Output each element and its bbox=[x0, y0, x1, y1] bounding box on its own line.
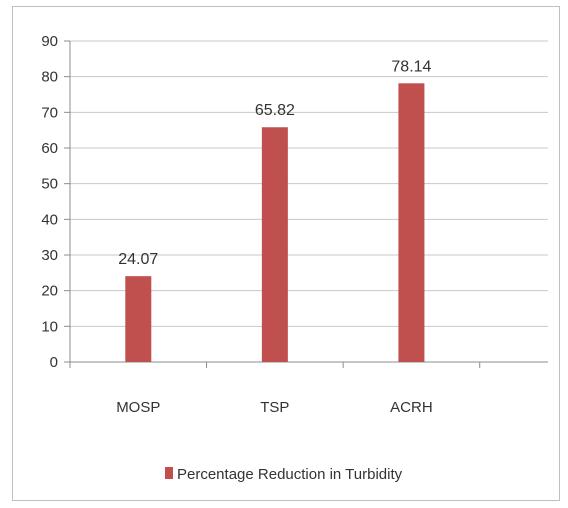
y-tick-label: 20 bbox=[41, 283, 58, 300]
y-tick-label: 40 bbox=[41, 211, 58, 228]
y-tick-label: 10 bbox=[41, 318, 58, 335]
legend-swatch bbox=[165, 467, 173, 479]
bars bbox=[125, 83, 425, 363]
y-tick-label: 70 bbox=[41, 104, 58, 121]
y-tick-label: 90 bbox=[41, 33, 58, 50]
category-labels: MOSP TSP ACRH bbox=[116, 399, 432, 416]
data-labels: 24.07 65.82 78.14 bbox=[118, 58, 431, 268]
data-label: 78.14 bbox=[391, 58, 431, 75]
bar-tsp bbox=[261, 127, 288, 362]
category-label: MOSP bbox=[116, 399, 160, 416]
y-tick-label: 80 bbox=[41, 69, 58, 86]
data-label: 65.82 bbox=[255, 102, 295, 119]
category-label: ACRH bbox=[390, 399, 433, 416]
y-tick-label: 30 bbox=[41, 247, 58, 264]
data-label: 24.07 bbox=[118, 251, 158, 268]
category-label: TSP bbox=[260, 399, 289, 416]
y-tick-label: 50 bbox=[41, 176, 58, 193]
legend-label: Percentage Reduction in Turbidity bbox=[177, 466, 403, 483]
legend: Percentage Reduction in Turbidity bbox=[165, 466, 403, 483]
bar-acrh bbox=[398, 83, 425, 363]
y-tick-label: 60 bbox=[41, 140, 58, 157]
y-tick-labels: 0 10 20 30 40 50 60 70 80 90 bbox=[41, 33, 58, 371]
bar-mosp bbox=[125, 276, 152, 362]
y-tick-label: 0 bbox=[50, 354, 58, 371]
